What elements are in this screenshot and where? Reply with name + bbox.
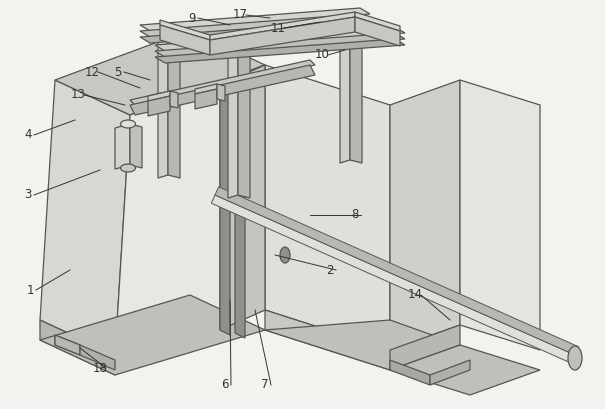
Polygon shape	[235, 88, 245, 338]
Polygon shape	[265, 310, 390, 370]
Text: 10: 10	[315, 49, 330, 61]
Polygon shape	[130, 65, 315, 115]
Text: 7: 7	[261, 378, 269, 391]
Polygon shape	[265, 320, 460, 370]
Text: 2: 2	[326, 263, 334, 276]
Text: 1: 1	[26, 283, 34, 297]
Text: 14: 14	[408, 288, 422, 301]
Polygon shape	[195, 84, 217, 94]
Polygon shape	[390, 80, 460, 350]
Text: 12: 12	[85, 65, 99, 79]
Polygon shape	[148, 96, 170, 116]
Polygon shape	[148, 91, 170, 101]
Polygon shape	[460, 80, 540, 350]
Text: 11: 11	[270, 22, 286, 34]
Polygon shape	[155, 33, 405, 57]
Polygon shape	[195, 89, 217, 109]
Polygon shape	[390, 360, 430, 385]
Polygon shape	[220, 65, 265, 330]
Text: 18: 18	[93, 362, 108, 375]
Polygon shape	[40, 295, 265, 375]
Ellipse shape	[120, 164, 136, 172]
Polygon shape	[40, 320, 115, 375]
Polygon shape	[430, 360, 470, 385]
Polygon shape	[390, 325, 460, 370]
Ellipse shape	[280, 247, 290, 263]
Polygon shape	[170, 91, 178, 108]
Text: 13: 13	[71, 88, 85, 101]
Polygon shape	[140, 20, 370, 43]
Polygon shape	[115, 124, 130, 169]
Polygon shape	[55, 335, 80, 355]
Polygon shape	[55, 30, 265, 115]
Polygon shape	[160, 20, 210, 40]
Text: 9: 9	[188, 11, 196, 25]
Polygon shape	[55, 335, 80, 355]
Polygon shape	[350, 15, 362, 163]
Polygon shape	[228, 47, 238, 198]
Polygon shape	[340, 15, 350, 163]
Polygon shape	[40, 80, 130, 355]
Polygon shape	[390, 345, 540, 395]
Text: 17: 17	[232, 9, 247, 22]
Ellipse shape	[568, 346, 582, 370]
Polygon shape	[80, 345, 115, 370]
Polygon shape	[130, 60, 315, 105]
Polygon shape	[217, 84, 225, 101]
Polygon shape	[155, 39, 405, 63]
Polygon shape	[155, 27, 405, 51]
Polygon shape	[355, 17, 400, 46]
Polygon shape	[220, 85, 230, 335]
Polygon shape	[211, 195, 575, 363]
Text: 6: 6	[221, 378, 229, 391]
Polygon shape	[130, 124, 142, 168]
Polygon shape	[160, 25, 210, 55]
Polygon shape	[115, 65, 265, 355]
Polygon shape	[158, 27, 168, 178]
Polygon shape	[140, 8, 370, 31]
Polygon shape	[265, 65, 390, 350]
Polygon shape	[168, 27, 180, 178]
Polygon shape	[215, 187, 578, 355]
Polygon shape	[355, 12, 400, 31]
Ellipse shape	[120, 120, 136, 128]
Text: 8: 8	[352, 209, 359, 222]
Text: 3: 3	[24, 189, 31, 202]
Polygon shape	[210, 12, 355, 40]
Text: 5: 5	[114, 65, 122, 79]
Text: 4: 4	[24, 128, 31, 142]
Polygon shape	[238, 47, 250, 198]
Polygon shape	[210, 17, 355, 55]
Polygon shape	[140, 14, 370, 37]
